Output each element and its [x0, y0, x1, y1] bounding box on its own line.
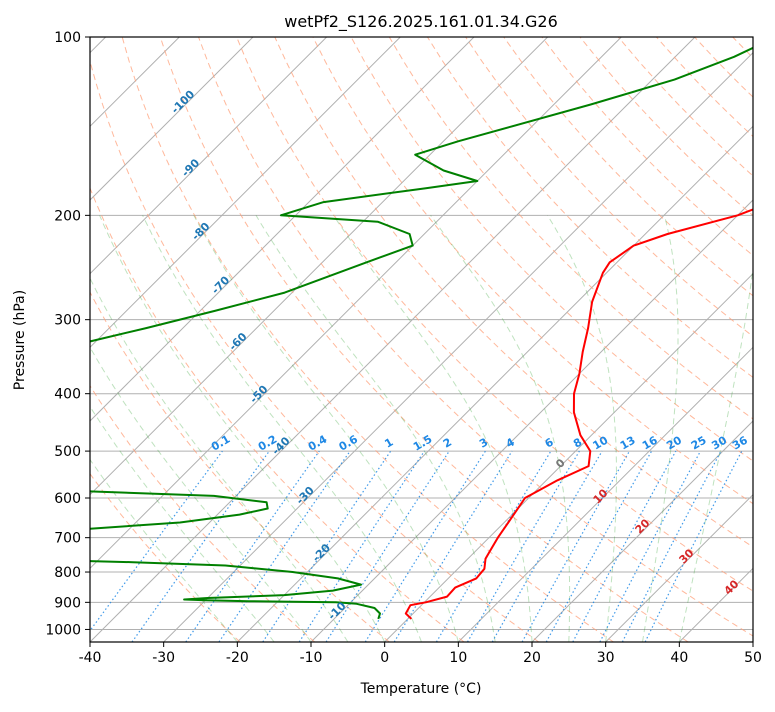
- y-tick-label: 600: [54, 491, 81, 507]
- x-tick-label: 40: [670, 650, 688, 666]
- isotherm-label: -90: [179, 156, 202, 179]
- x-tick-label: -10: [300, 650, 323, 666]
- mixing-ratio-label: 2: [441, 436, 454, 451]
- plot-frame: [90, 37, 753, 642]
- y-tick-label: 400: [54, 387, 81, 403]
- y-tick-label: 100: [54, 30, 81, 46]
- y-tick-label: 800: [54, 565, 81, 581]
- dry-adiabat-line: [351, 37, 775, 642]
- dry-adiabat-line: [504, 37, 775, 642]
- mixing-ratio-label: 0.4: [306, 432, 330, 453]
- isotherm-line: [753, 37, 775, 642]
- isotherm-line: [0, 37, 253, 642]
- x-tick-label: 20: [523, 650, 541, 666]
- isotherm-label: -50: [247, 383, 270, 406]
- isotherm-line: [0, 37, 327, 642]
- x-tick-label: 10: [449, 650, 467, 666]
- chart-title: wetPf2_S126.2025.161.01.34.G26: [284, 12, 558, 32]
- mixing-ratio-line: [600, 451, 701, 642]
- isotherm-label: -60: [226, 330, 249, 353]
- theta-e-label: 20: [633, 516, 653, 536]
- y-tick-label: 500: [54, 444, 81, 460]
- isotherm-line: [679, 37, 775, 642]
- mixing-ratio-label: 25: [689, 434, 709, 453]
- isotherm-label: -70: [209, 273, 232, 296]
- mixing-ratio-label: 10: [591, 433, 611, 452]
- x-tick-label: -30: [152, 650, 175, 666]
- theta-e-label: 0: [553, 456, 568, 471]
- moist-adiabat-line: [194, 215, 459, 642]
- dry-adiabat-line: [275, 37, 775, 642]
- x-tick-label: 0: [380, 650, 389, 666]
- dry-adiabat-line: [466, 37, 775, 642]
- mixing-ratio-line: [82, 451, 223, 642]
- isotherm-line: [311, 37, 775, 642]
- mixing-ratio-line: [522, 451, 629, 642]
- x-tick-label: -40: [79, 650, 102, 666]
- isotherm-label: -30: [294, 484, 317, 507]
- mixing-ratio-label: 16: [640, 433, 660, 452]
- x-tick-label: 50: [744, 650, 762, 666]
- isotherm-line: [90, 37, 695, 642]
- mixing-ratio-line: [365, 451, 485, 642]
- mixing-ratio-label: 30: [709, 433, 729, 452]
- dry-adiabat-line: [0, 37, 240, 642]
- y-tick-label: 700: [54, 531, 81, 547]
- mixing-ratio-line: [326, 451, 449, 642]
- dry-adiabat-line: [389, 37, 775, 642]
- mixing-ratio-label: 13: [618, 434, 638, 453]
- mixing-ratio-line: [622, 451, 721, 642]
- moist-adiabat-line: [431, 215, 570, 642]
- theta-e-label: 40: [722, 577, 742, 597]
- isotherm-label: -20: [310, 541, 333, 564]
- y-tick-label: 900: [54, 595, 81, 611]
- moist-adiabat-line: [643, 215, 679, 642]
- dry-adiabat-line: [695, 37, 775, 642]
- mixing-ratio-label: 20: [664, 433, 684, 452]
- mixing-ratio-line: [573, 451, 676, 642]
- mixing-ratio-label: 36: [730, 433, 750, 452]
- moist-adiabat-line: [679, 215, 758, 642]
- theta-e-label: 30: [677, 546, 697, 566]
- x-axis-label: Temperature (°C): [360, 681, 482, 697]
- y-tick-label: 200: [54, 208, 81, 224]
- mixing-ratio-label: 0.6: [337, 432, 361, 453]
- dry-adiabat-line: [0, 37, 315, 642]
- dry-adiabat-line: [656, 37, 775, 642]
- dry-adiabat-line: [84, 37, 539, 642]
- mixing-ratio-label: 1: [382, 436, 395, 451]
- x-tick-label: 30: [597, 650, 615, 666]
- dry-adiabat-line: [542, 37, 775, 642]
- moist-adiabat-line: [0, 215, 274, 642]
- dry-adiabat-line: [427, 37, 775, 642]
- y-tick-label: 1000: [45, 622, 81, 638]
- y-axis-label: Pressure (hPa): [12, 290, 28, 390]
- isotherm-line: [0, 37, 400, 642]
- mixing-ratio-label: 0.1: [209, 433, 232, 454]
- isotherm-label: -80: [189, 220, 212, 243]
- y-tick-label: 300: [54, 313, 81, 329]
- isotherm-line: [385, 37, 775, 642]
- background-lines: [0, 37, 775, 642]
- isotherm-label: -100: [169, 87, 198, 116]
- theta-e-label: 10: [591, 486, 611, 506]
- x-tick-label: -20: [226, 650, 249, 666]
- dry-adiabat-line: [733, 37, 775, 642]
